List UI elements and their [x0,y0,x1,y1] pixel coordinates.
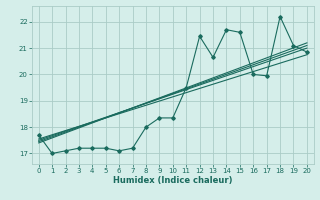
X-axis label: Humidex (Indice chaleur): Humidex (Indice chaleur) [113,176,233,185]
